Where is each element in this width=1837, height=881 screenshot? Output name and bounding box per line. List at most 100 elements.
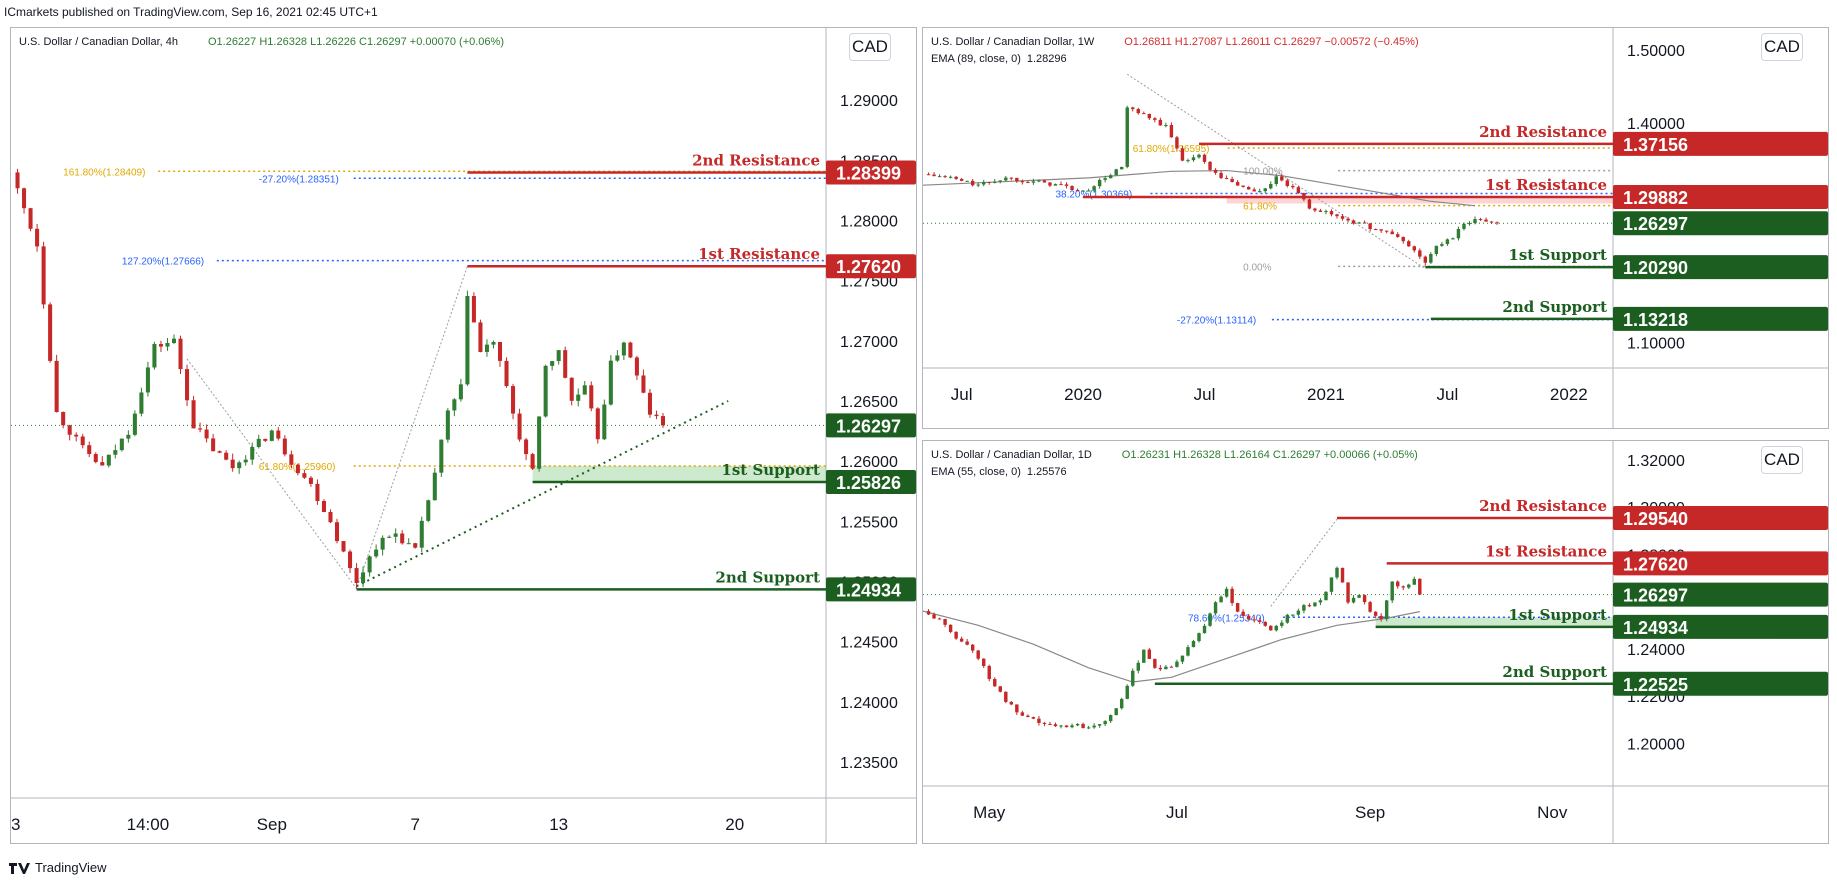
candle-body [393,533,398,537]
candle-body [1164,125,1168,127]
candle-body [982,658,986,666]
candle-body [100,462,105,466]
candle-body [1280,176,1284,181]
price-tick-label: 1.27000 [840,334,898,351]
candle-body [230,459,235,469]
candle-body [926,174,931,176]
candle-body [1136,109,1140,114]
candle-body [106,454,111,466]
candle-body [621,342,626,356]
price-tick-label: 1.20000 [1627,736,1685,753]
candle-body [1246,615,1251,620]
currency-label[interactable]: CAD [1761,446,1803,474]
candle-body [250,446,255,460]
candle-body [1213,169,1218,173]
candle-body [1004,177,1008,181]
candle-body [987,665,991,680]
ascending-trendline [356,400,729,588]
candle-body [211,438,216,452]
support-level-label: 2nd Support [1502,663,1607,681]
candle-body [628,342,633,358]
candle-body [948,624,953,632]
candle-body [1329,211,1334,215]
candle-body [1384,230,1389,232]
fib-level-label: 61.80% [1243,202,1277,213]
candle-body [1108,715,1113,722]
candle-body [932,174,936,177]
candle-body [1440,244,1444,246]
candle-body [1191,641,1196,648]
candle-body [491,341,496,345]
candle-body [1373,611,1378,616]
price-box [826,470,916,495]
candle-body [1224,178,1229,180]
chart-panel-1d[interactable]: 1.320001.300001.280001.240001.220001.200… [922,440,1829,844]
candle-body [1053,184,1058,186]
currency-label[interactable]: CAD [849,33,891,61]
candle-body [276,430,281,439]
candle-body [132,413,137,435]
candle-body [1418,250,1422,257]
tradingview-footer[interactable]: TradingView [8,860,107,875]
candle-body [1412,246,1416,251]
candle-body [1368,602,1372,612]
candle-body [1026,715,1030,718]
candle-body [1164,666,1168,670]
candle-body [400,533,405,544]
fib-level-label: 0.00% [1243,262,1271,273]
resistance-zone [1226,197,1613,204]
chart-panel-1w[interactable]: 1.50000 1.40000 1.10000 Jul 2020 Jul 2021 Jul 20… [922,27,1829,429]
candle-body [937,618,942,620]
chart-canvas-4h[interactable]: 1.290001.285001.280001.275001.270001.265… [11,28,916,843]
candle-body [93,454,98,463]
candle-body [1191,157,1196,161]
price-tick-label: 1.28000 [840,214,898,231]
candle-body [1390,231,1394,235]
candle-body [1026,182,1030,184]
candle-body [1313,602,1317,607]
candle-body [1147,649,1152,659]
chart-canvas-1w[interactable]: 1.50000 1.40000 1.10000 Jul 2020 Jul 2021 Jul 20… [923,28,1828,428]
candle-body [289,454,294,465]
chart-canvas-1d[interactable]: 1.320001.300001.280001.240001.220001.200… [923,441,1828,843]
candle-body [556,350,561,362]
resistance-level-label: 1st Resistance [1485,542,1607,560]
candle-body [1169,125,1174,138]
candle-body [1390,581,1394,601]
candle-body [970,644,975,651]
chart-panel-4h[interactable]: 1.290001.285001.280001.275001.270001.265… [10,27,917,844]
candle-body [1202,625,1207,634]
candle-body [1346,218,1350,221]
candle-body [1340,567,1345,583]
candle-body [511,386,516,414]
candle-body [1153,658,1157,668]
candle-body [1208,613,1212,626]
candle-body [1285,180,1290,186]
candle-body [224,452,229,460]
price-tick-label: 1.24000 [840,695,898,712]
candle-body [504,360,509,387]
candle-body [1224,588,1229,597]
time-tick-label: 23 [11,815,20,834]
candle-body [1131,670,1135,686]
candle-body [380,537,385,550]
candle-body [165,342,170,347]
candle-body [1169,666,1174,668]
candle-body [660,416,666,426]
candle-body [982,181,986,185]
price-tick-label: 1.25500 [840,514,898,531]
candle-body [1175,661,1179,667]
time-tick-label: 2022 [1550,385,1588,404]
candle-body [1329,577,1334,592]
time-tick-label: May [973,803,1006,822]
candle-body [1020,712,1025,716]
swing-line [1126,73,1426,270]
candle-body [1296,610,1301,615]
price-box-label: 1.20290 [1623,258,1688,278]
time-tick-label: Jul [1194,385,1216,404]
candle-body [1136,662,1140,671]
candle-body [48,304,53,361]
time-tick-label: 13 [549,815,568,834]
currency-label[interactable]: CAD [1761,33,1803,61]
candle-body [1445,239,1450,245]
